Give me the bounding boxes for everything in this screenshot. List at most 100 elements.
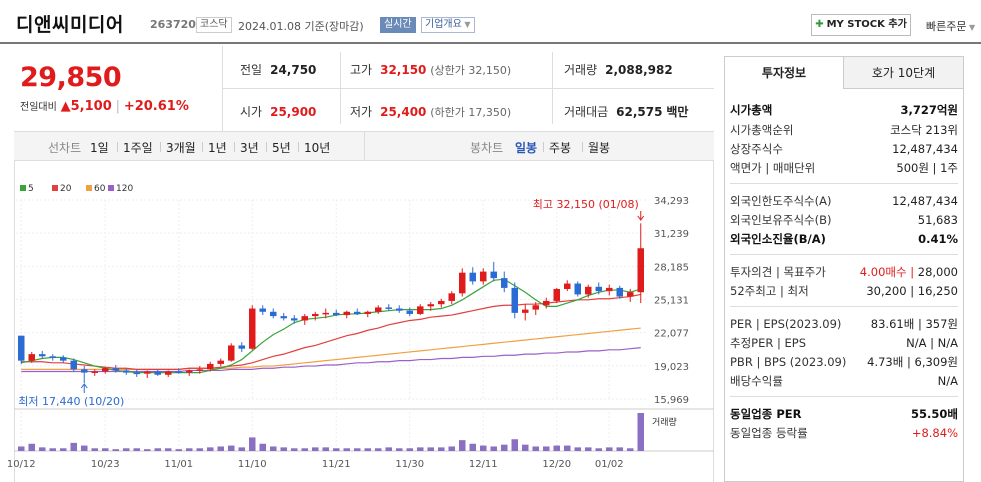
candle-body [532, 305, 540, 310]
period-tab-3[interactable]: 1년 [208, 141, 227, 155]
x-tick-label: 11/01 [164, 459, 193, 470]
volume-bar [416, 447, 424, 451]
volume-bar [49, 448, 57, 451]
volume-bar [553, 445, 561, 451]
candle-body [206, 363, 214, 370]
volume-bar [154, 448, 162, 451]
volume-bar [332, 448, 340, 451]
period-tab-6[interactable]: 10년 [304, 141, 331, 155]
info-row: 외국인보유주식수(B) 51,683 [730, 211, 958, 229]
volume-bar [521, 444, 529, 451]
volume-bar [364, 448, 372, 451]
info-row: 외국인소진율(B/A) 0.41% [730, 230, 958, 248]
volume-bar [616, 447, 624, 451]
candle-body [542, 300, 550, 306]
candle-body [490, 271, 498, 279]
info-row: PER | EPS(2023.09) 83.61배 | 357원 [730, 315, 958, 333]
candle-body [353, 311, 361, 314]
info-label: 상장주식수 [730, 142, 783, 156]
legend-label: 120 [116, 184, 133, 194]
volume-bar [479, 445, 487, 451]
candle-body [553, 288, 561, 301]
volume-bar [217, 446, 225, 451]
y-tick-label: 34,293 [654, 196, 689, 207]
corp-info-label: 기업개요 [425, 19, 462, 30]
line-chart-label: 선차트 [48, 141, 82, 155]
y-tick-label: 25,131 [654, 296, 689, 307]
moving-average-ma5 [21, 278, 641, 374]
tab-order-book[interactable]: 호가 10단계 [844, 57, 963, 89]
market-badge: 코스닥 [196, 17, 232, 33]
info-row: 시가총액 3,727억원 [730, 101, 958, 119]
candle-tab-0[interactable]: 일봉 [515, 141, 538, 155]
info-label: 외국인보유주식수(B) [730, 213, 832, 227]
price-chart[interactable]: 5 20 60 120 34,293 31,239 28,185 25,131 22,077 19… [0, 161, 714, 482]
candle-body [227, 345, 235, 361]
add-my-stock-label: MY STOCK 추가 [826, 19, 907, 30]
add-my-stock-button[interactable]: ✚ MY STOCK 추가 [811, 14, 911, 36]
stock-code: 263720 [150, 18, 196, 31]
info-label: 액면가 | 매매단위 [730, 161, 816, 175]
volume-bar [574, 447, 582, 451]
period-tab-4[interactable]: 3년 [240, 141, 259, 155]
info-value: 55.50배 [911, 407, 958, 421]
chart-frame [14, 161, 714, 482]
candle-body [605, 287, 613, 292]
divider [730, 183, 958, 184]
change-percent: +20.61% [123, 99, 189, 114]
volume-bar [469, 443, 477, 451]
info-label: 배당수익률 [730, 374, 783, 388]
candle-body [448, 293, 456, 301]
candle-body [406, 310, 414, 314]
legend-label: 60 [94, 184, 106, 194]
quick-order-button[interactable]: 빠른주문 ▼ [926, 18, 975, 34]
period-tab-2[interactable]: 3개월 [166, 141, 196, 155]
candle-body [595, 286, 603, 292]
candle-body [59, 357, 67, 361]
x-tick-label: 12/11 [469, 459, 498, 470]
realtime-button[interactable]: 실시간 [380, 17, 416, 33]
quote-open: 시가 25,900 [240, 105, 317, 119]
volume-bar [605, 447, 613, 451]
info-label: 시가총액 [730, 103, 773, 117]
info-row: 시가총액순위 코스닥 213위 [730, 121, 958, 139]
info-label: 외국인한도주식수(A) [730, 194, 832, 208]
candle-body [521, 309, 529, 313]
divider [298, 142, 299, 152]
candle-body [584, 286, 592, 295]
x-tick-label: 11/10 [238, 459, 267, 470]
period-tab-1[interactable]: 1주일 [123, 141, 153, 155]
candle-body [511, 287, 519, 313]
volume-bar [280, 447, 288, 451]
info-value: 4.73배 | 6,309원 [867, 355, 958, 369]
volume-bar [353, 448, 361, 451]
price-change-row: 전일대비 ▲5,100 | +20.61% [20, 98, 189, 114]
info-row: 외국인한도주식수(A) 12,487,434 [730, 192, 958, 210]
volume-bar [437, 447, 445, 451]
volume-bar [427, 447, 435, 451]
volume-bar [122, 448, 130, 451]
candle-body [196, 369, 204, 371]
candle-body [175, 371, 183, 374]
candle-tab-2[interactable]: 월봉 [588, 141, 611, 155]
candle-body [364, 311, 372, 314]
candle-body [343, 311, 351, 316]
info-label: 투자의견 | 목표주가 [730, 265, 826, 279]
change-amount: 5,100 [70, 99, 112, 114]
corp-info-dropdown[interactable]: 기업개요 ▼ [421, 17, 475, 33]
candle-chart-label: 봉차트 [470, 141, 504, 155]
tab-investment-info[interactable]: 투자정보 [725, 57, 844, 89]
period-tab-5[interactable]: 5년 [272, 141, 291, 155]
candle-body [101, 368, 109, 372]
volume-bar [196, 448, 204, 451]
change-label: 전일대비 [20, 102, 57, 113]
candle-body [280, 316, 288, 319]
volume-bar [448, 446, 456, 451]
info-label: 외국인소진율(B/A) [730, 232, 826, 246]
divider [730, 254, 958, 255]
info-label: 동일업종 등락률 [730, 426, 808, 440]
x-tick-label: 01/02 [595, 459, 624, 470]
period-tab-0[interactable]: 1일 [90, 141, 109, 155]
x-tick-label: 11/30 [395, 459, 424, 470]
candle-tab-1[interactable]: 주봉 [549, 141, 572, 155]
